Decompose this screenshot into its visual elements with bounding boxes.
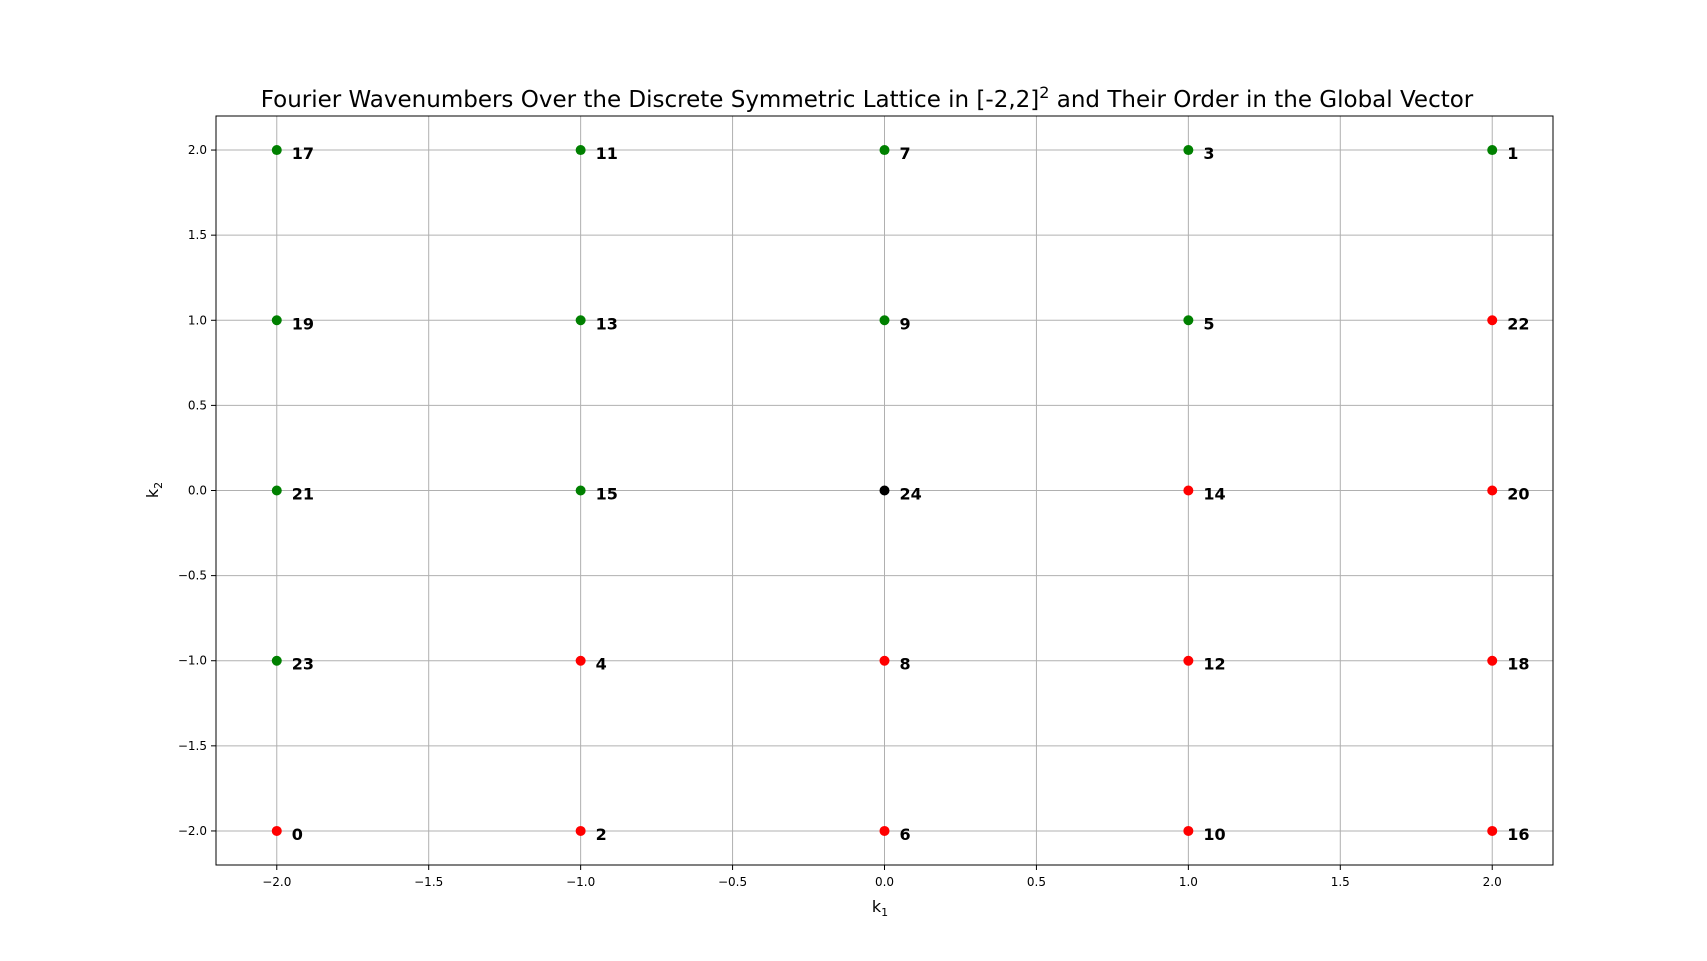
data-point [575, 315, 586, 326]
data-point [1487, 315, 1498, 326]
chart-title-superscript: 2 [1039, 83, 1049, 102]
data-points: 17 11 7 3 1 19 13 9 5 22 21 15 24 14 20 23 4 8 12 18 0 2 6 10 16 [271, 144, 1529, 844]
x-tick-label: −0.5 [718, 875, 747, 889]
x-tick-label: 1.5 [1331, 875, 1350, 889]
data-point-label: 22 [1507, 314, 1529, 333]
x-tick-label: −1.5 [414, 875, 443, 889]
y-tick-label: 2.0 [188, 143, 207, 157]
data-point [271, 655, 282, 666]
data-point [1183, 145, 1194, 156]
data-point-label: 7 [900, 144, 911, 163]
chart-title: Fourier Wavenumbers Over the Discrete Sy… [261, 83, 1474, 113]
data-point-label: 4 [596, 655, 607, 674]
data-point [1487, 485, 1498, 496]
plot-frame [215, 115, 1554, 866]
data-point-label: 9 [900, 314, 911, 333]
data-point-label: 15 [596, 485, 618, 504]
data-point [1183, 825, 1194, 836]
data-point [879, 315, 890, 326]
data-point-label: 21 [292, 485, 314, 504]
x-tick-label: 1.0 [1179, 875, 1198, 889]
y-tick-label: −1.0 [178, 654, 207, 668]
data-point [271, 485, 282, 496]
data-point-label: 18 [1507, 655, 1529, 674]
x-axis-label-main: k [872, 897, 882, 916]
data-point-label: 23 [292, 655, 314, 674]
x-tick-label: −1.0 [566, 875, 595, 889]
y-axis-label: k2 [143, 482, 165, 498]
data-point [575, 825, 586, 836]
data-point-label: 17 [292, 144, 314, 163]
data-point [879, 145, 890, 156]
data-point-label: 2 [596, 825, 607, 844]
y-tick-label: 1.0 [188, 313, 207, 327]
data-point-label: 10 [1203, 825, 1225, 844]
x-tick-label: 0.5 [1027, 875, 1046, 889]
data-point-label: 16 [1507, 825, 1529, 844]
data-point [1487, 825, 1498, 836]
data-point [879, 485, 890, 496]
data-point-label: 13 [596, 314, 618, 333]
data-point-label: 20 [1507, 485, 1529, 504]
data-point-label: 5 [1203, 314, 1214, 333]
data-point [879, 825, 890, 836]
data-point [1487, 145, 1498, 156]
y-tick-label: 0.5 [188, 398, 207, 412]
data-point-label: 1 [1507, 144, 1518, 163]
data-point-label: 24 [900, 485, 922, 504]
data-point [879, 655, 890, 666]
data-point-label: 3 [1203, 144, 1214, 163]
x-axis-label-subscript: 1 [881, 906, 888, 919]
data-point [271, 145, 282, 156]
data-point-label: 14 [1203, 485, 1225, 504]
chart-title-main: Fourier Wavenumbers Over the Discrete Sy… [261, 87, 1040, 113]
data-point [1183, 655, 1194, 666]
data-point [1183, 485, 1194, 496]
y-axis-label-subscript: 2 [152, 482, 165, 489]
y-tick-label: 1.5 [188, 228, 207, 242]
y-tick-label: −2.0 [178, 824, 207, 838]
data-point-label: 0 [292, 825, 303, 844]
data-point [1487, 655, 1498, 666]
x-tick-label: 2.0 [1483, 875, 1502, 889]
x-tick-label: −2.0 [262, 875, 291, 889]
y-tick-label: −1.5 [178, 739, 207, 753]
y-axis-label-main: k [143, 488, 162, 498]
axis-ticks: −2.0 −1.5 −1.0 −0.5 0.0 0.5 1.0 1.5 2.0 −2.0 −1.5 −… [178, 143, 1502, 889]
y-tick-label: 0.0 [188, 484, 207, 498]
x-axis-label: k1 [872, 897, 888, 919]
data-point [575, 655, 586, 666]
data-point [575, 485, 586, 496]
chart-title-suffix: and Their Order in the Global Vector [1049, 87, 1473, 113]
x-tick-label: 0.0 [875, 875, 894, 889]
data-point-label: 11 [596, 144, 618, 163]
data-point [271, 825, 282, 836]
data-point-label: 6 [900, 825, 911, 844]
data-point-label: 19 [292, 314, 314, 333]
data-point [1183, 315, 1194, 326]
data-point [271, 315, 282, 326]
data-point-label: 8 [900, 655, 911, 674]
data-point-label: 12 [1203, 655, 1225, 674]
data-point [575, 145, 586, 156]
y-tick-label: −0.5 [178, 569, 207, 583]
